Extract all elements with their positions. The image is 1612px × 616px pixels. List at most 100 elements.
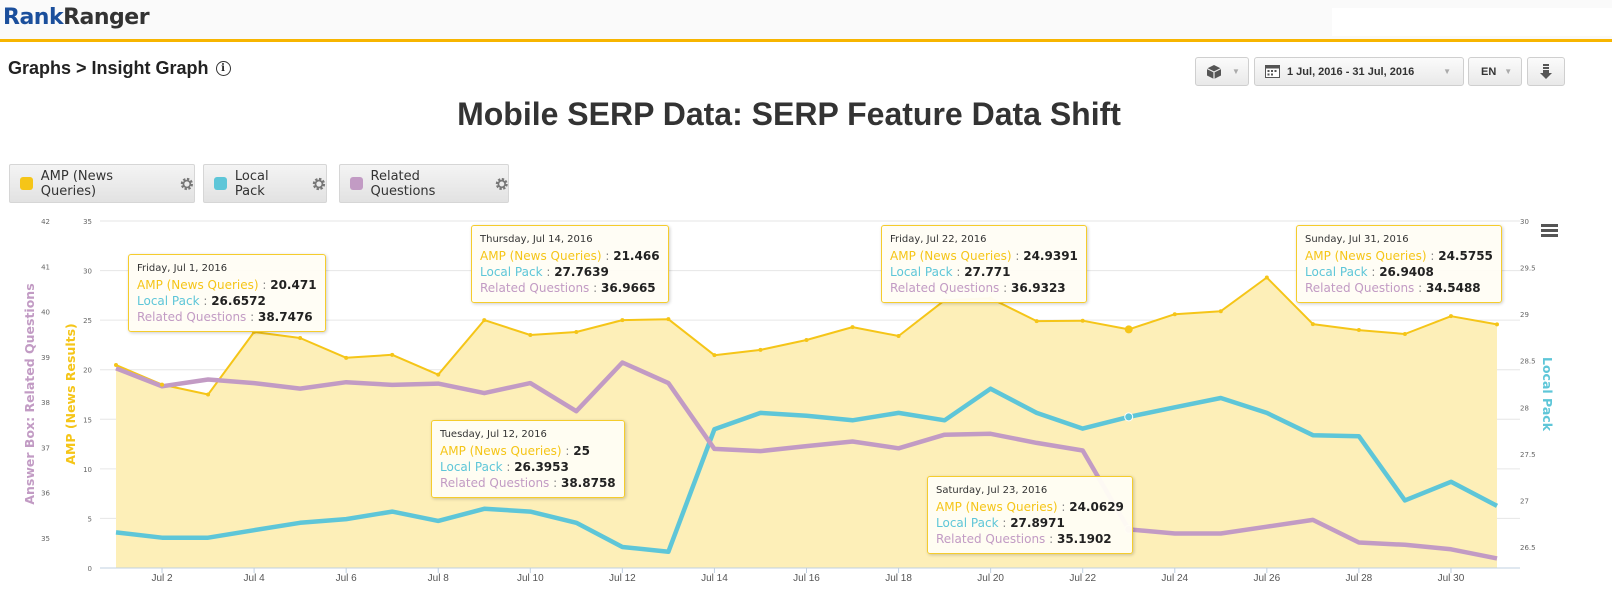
- left-outer-axis-title: Answer Box: Related Questions: [22, 283, 37, 504]
- tooltip-value: 20.471: [270, 278, 317, 292]
- right-tick-label: 29: [1520, 311, 1529, 319]
- tooltip-row-local-pack: Local Pack : 27.7639: [480, 265, 609, 279]
- legend-toggle-related-questions[interactable]: Related Questions: [339, 164, 509, 203]
- tooltip-row-related-questions: Related Questions : 36.9323: [890, 281, 1066, 295]
- amp-news-queries-point[interactable]: [160, 382, 165, 387]
- breadcrumb: Graphs > Insight Graph i: [8, 58, 231, 79]
- view-selector-button[interactable]: ▼: [1195, 57, 1249, 86]
- left-outer-tick-label: 40: [41, 309, 50, 317]
- left-inner-tick-label: 25: [83, 317, 92, 325]
- amp-news-queries-point[interactable]: [574, 330, 579, 335]
- tooltip-series-label: AMP (News Queries): [936, 500, 1058, 514]
- right-tick-label: 28: [1520, 404, 1529, 412]
- amp-news-queries-point[interactable]: [436, 372, 441, 377]
- amp-news-queries-point[interactable]: [1356, 328, 1361, 333]
- amp-news-queries-point[interactable]: [758, 347, 763, 352]
- amp-news-queries-point[interactable]: [1402, 332, 1407, 337]
- tooltip-date: Thursday, Jul 14, 2016: [480, 234, 593, 245]
- tooltip-row-amp: AMP (News Queries) : 21.466: [480, 249, 660, 263]
- chevron-down-icon: ▼: [1443, 67, 1451, 76]
- amp-news-queries-point[interactable]: [620, 318, 625, 323]
- download-button[interactable]: [1527, 57, 1565, 86]
- tooltip-date: Friday, Jul 22, 2016: [890, 234, 987, 245]
- amp-news-queries-point[interactable]: [1124, 325, 1133, 334]
- amp-news-queries-point[interactable]: [1264, 275, 1269, 280]
- chevron-down-icon: ▼: [1504, 67, 1513, 76]
- tooltip-row-amp: AMP (News Queries) : 24.9391: [890, 249, 1078, 263]
- tooltip-date: Sunday, Jul 31, 2016: [1305, 234, 1409, 245]
- hamburger-menu-icon[interactable]: [1541, 224, 1558, 238]
- left-outer-tick-label: 35: [41, 535, 50, 543]
- gear-icon[interactable]: [312, 177, 326, 191]
- amp-news-queries-point[interactable]: [1495, 322, 1499, 327]
- left-inner-tick-label: 5: [88, 515, 92, 523]
- local-pack-point[interactable]: [1124, 412, 1134, 422]
- tooltip-series-label: Local Pack: [936, 516, 999, 530]
- x-tick-label: Jul 14: [701, 573, 728, 584]
- amp-news-queries-point[interactable]: [344, 355, 349, 360]
- tooltip-value: 27.7639: [554, 265, 609, 279]
- gear-icon[interactable]: [495, 177, 508, 191]
- tooltip-value: 26.9408: [1379, 265, 1434, 279]
- amp-news-queries-point[interactable]: [666, 317, 671, 322]
- tooltip-series-label: Related Questions: [890, 281, 1000, 295]
- info-icon[interactable]: i: [215, 61, 231, 76]
- tooltip-row-related-questions: Related Questions : 35.1902: [936, 532, 1112, 546]
- date-range-picker[interactable]: 1 Jul, 2016 - 31 Jul, 2016 ▼: [1254, 57, 1464, 86]
- tooltip-series-label: Local Pack: [480, 265, 543, 279]
- left-outer-tick-label: 37: [41, 444, 50, 452]
- amp-news-queries-point[interactable]: [712, 353, 717, 358]
- tooltip-series-label: Local Pack: [1305, 265, 1368, 279]
- x-tick-label: Jul 6: [336, 573, 358, 584]
- tooltip-row-amp: AMP (News Queries) : 24.5755: [1305, 249, 1493, 263]
- tooltip-row-amp: AMP (News Queries) : 25: [440, 444, 590, 458]
- amp-news-queries-point[interactable]: [206, 392, 211, 397]
- calendar-icon: [1265, 65, 1280, 78]
- amp-news-queries-point[interactable]: [850, 325, 855, 330]
- left-inner-tick-label: 15: [83, 416, 92, 424]
- amp-news-queries-point[interactable]: [896, 334, 901, 339]
- amp-news-queries-point[interactable]: [1448, 314, 1453, 319]
- legend-toggle-local-pack[interactable]: Local Pack: [203, 164, 327, 203]
- x-tick-label: Jul 8: [428, 573, 450, 584]
- left-inner-tick-label: 10: [83, 466, 92, 474]
- rankranger-logo[interactable]: RankRanger: [3, 5, 150, 30]
- amp-news-queries-point[interactable]: [1172, 312, 1177, 317]
- amp-news-queries-point[interactable]: [482, 318, 487, 323]
- right-tick-label: 28.5: [1520, 358, 1536, 366]
- amp-news-queries-point[interactable]: [1080, 318, 1085, 323]
- tooltip-value: 27.771: [964, 265, 1011, 279]
- amp-news-queries-point[interactable]: [528, 333, 533, 338]
- legend-toggle-amp[interactable]: AMP (News Queries): [9, 164, 195, 203]
- x-tick-label: Jul 12: [609, 573, 636, 584]
- language-selector[interactable]: EN ▼: [1468, 57, 1522, 86]
- download-icon: [1540, 63, 1552, 79]
- amp-news-queries-point[interactable]: [298, 335, 303, 340]
- legend-label: Local Pack: [234, 168, 269, 199]
- tooltip-date: Tuesday, Jul 12, 2016: [440, 429, 547, 440]
- left-inner-tick-label: 35: [83, 218, 92, 226]
- legend-label: AMP (News Queries): [40, 168, 114, 199]
- x-tick-label: Jul 24: [1161, 573, 1188, 584]
- left-inner-tick-label: 20: [83, 367, 92, 375]
- tooltip-series-label: Related Questions: [1305, 281, 1415, 295]
- gear-icon[interactable]: [180, 177, 194, 191]
- tooltip-value: 25: [573, 444, 590, 458]
- amp-news-queries-point[interactable]: [804, 337, 809, 342]
- tooltip-value: 26.3953: [514, 460, 569, 474]
- left-inner-tick-label: 30: [83, 268, 92, 276]
- amp-news-queries-point[interactable]: [114, 363, 118, 368]
- amp-news-queries-point[interactable]: [1218, 309, 1223, 314]
- tooltip-row-related-questions: Related Questions : 34.5488: [1305, 281, 1481, 295]
- breadcrumb-text: Graphs > Insight Graph: [8, 58, 209, 78]
- amp-news-queries-point[interactable]: [390, 352, 395, 357]
- chart-tooltip: Sunday, Jul 31, 2016 AMP (News Queries) :…: [1296, 225, 1502, 303]
- tooltip-series-label: AMP (News Queries): [890, 249, 1012, 263]
- chevron-down-icon: ▼: [1232, 67, 1240, 76]
- amp-news-queries-point[interactable]: [1034, 319, 1039, 324]
- cube-icon: [1206, 64, 1222, 79]
- amp-color-swatch: [20, 177, 33, 190]
- tooltip-row-related-questions: Related Questions : 38.7476: [137, 310, 313, 324]
- amp-news-queries-point[interactable]: [1310, 322, 1315, 327]
- tooltip-series-label: Local Pack: [890, 265, 953, 279]
